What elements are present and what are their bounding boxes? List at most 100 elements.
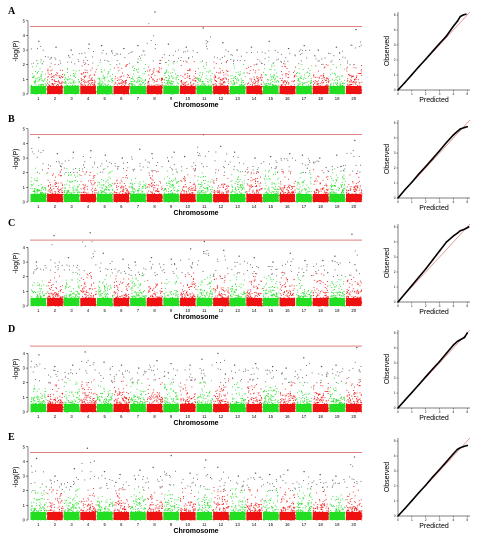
snp-point [79, 201, 80, 202]
snp-point [230, 75, 232, 77]
snp-point [237, 59, 238, 61]
snp-point [325, 79, 327, 81]
snp-point [221, 79, 223, 81]
snp-point [66, 85, 68, 86]
snp-point [325, 85, 327, 87]
snp-point [178, 91, 180, 93]
snp-point [304, 74, 305, 76]
snp-point [333, 84, 335, 86]
snp-point [201, 76, 202, 78]
snp-point [103, 168, 105, 170]
snp-point [153, 35, 155, 37]
snp-point [48, 164, 49, 166]
snp-point [78, 168, 80, 170]
snp-point [141, 187, 143, 189]
snp-point [62, 82, 64, 84]
snp-point [360, 74, 362, 76]
snp-point [221, 83, 223, 85]
snp-point [133, 168, 135, 170]
snp-point [256, 81, 258, 83]
snp-point [99, 83, 101, 85]
snp-point [176, 76, 178, 78]
snp-point [99, 85, 101, 86]
snp-point [61, 163, 63, 165]
snp-point [313, 85, 314, 87]
snp-point [313, 83, 315, 84]
snp-point [111, 185, 113, 186]
y-tick-label: 0 [23, 200, 26, 205]
snp-point [223, 77, 225, 79]
snp-point [145, 89, 147, 91]
snp-point [283, 80, 285, 82]
snp-point [342, 56, 344, 58]
snp-point [147, 84, 149, 86]
snp-point [40, 73, 42, 75]
snp-point [169, 81, 171, 83]
snp-point [99, 84, 100, 86]
snp-point [134, 81, 136, 82]
snp-point [293, 81, 295, 82]
snp-point [198, 93, 199, 95]
snp-point [98, 183, 100, 185]
snp-point [92, 180, 94, 182]
snp-point [47, 168, 49, 170]
snp-point [104, 59, 106, 61]
snp-point [285, 57, 287, 59]
snp-point [298, 79, 300, 81]
snp-point [69, 81, 71, 83]
snp-point [46, 195, 47, 197]
snp-point [307, 84, 309, 86]
snp-point [109, 171, 111, 173]
snp-point [41, 191, 43, 193]
snp-point [131, 51, 133, 53]
snp-point [40, 84, 41, 86]
snp-point [232, 77, 234, 79]
snp-point [81, 80, 83, 82]
snp-point [114, 165, 116, 167]
snp-point [158, 70, 160, 72]
snp-point [257, 81, 259, 83]
snp-point [67, 180, 68, 182]
snp-point [333, 82, 335, 84]
snp-point [350, 84, 352, 86]
snp-dense-band [63, 193, 80, 202]
snp-point [138, 183, 140, 185]
snp-point [120, 179, 122, 181]
snp-point [97, 166, 99, 168]
chromosome-6-points [113, 47, 130, 95]
snp-point [66, 72, 68, 73]
snp-point [153, 67, 155, 69]
snp-point [265, 83, 267, 85]
snp-point [231, 82, 233, 84]
snp-point [79, 81, 81, 83]
snp-point [90, 179, 92, 181]
snp-point [238, 79, 240, 81]
snp-point [100, 192, 102, 194]
snp-point [354, 47, 356, 49]
snp-point [48, 74, 50, 76]
snp-point [62, 187, 64, 189]
snp-point [45, 81, 47, 83]
snp-point [233, 63, 235, 65]
snp-point [313, 74, 315, 76]
snp-peak-point [137, 44, 139, 47]
snp-point [94, 163, 96, 165]
snp-point [148, 84, 150, 86]
snp-point [170, 72, 172, 74]
snp-point [328, 89, 330, 91]
snp-point [124, 93, 126, 95]
snp-point [244, 83, 246, 85]
snp-point [100, 189, 102, 191]
snp-point [44, 187, 46, 189]
snp-point [209, 80, 211, 81]
snp-point [325, 64, 327, 66]
snp-point [319, 75, 321, 77]
snp-point [271, 64, 273, 66]
snp-point [187, 50, 189, 52]
snp-point [97, 65, 99, 67]
snp-point [77, 191, 79, 193]
snp-point [107, 84, 108, 86]
snp-point [112, 188, 113, 190]
snp-point [221, 57, 223, 59]
snp-peak-point [303, 44, 305, 47]
